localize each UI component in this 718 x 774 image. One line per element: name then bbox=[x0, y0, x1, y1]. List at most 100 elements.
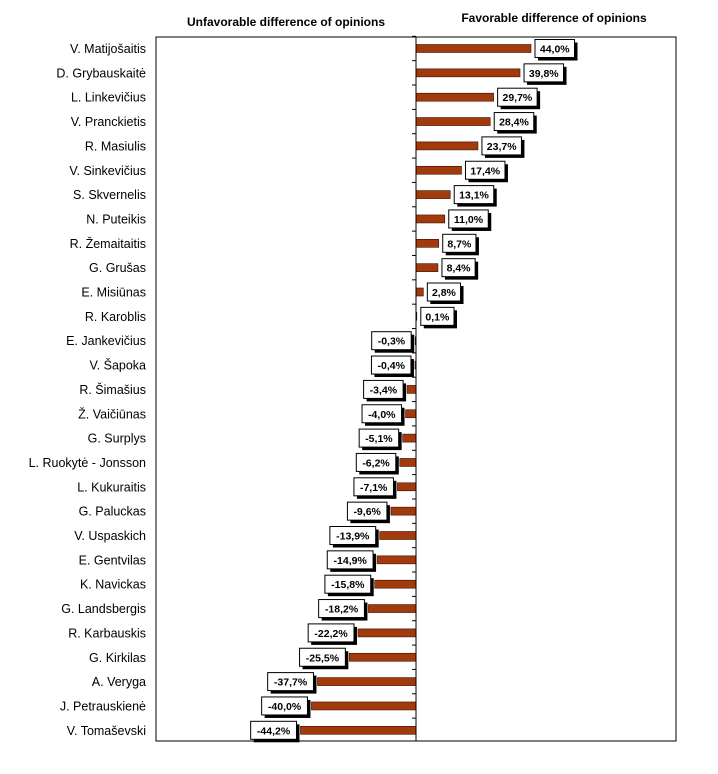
data-label: -13,9% bbox=[329, 526, 379, 548]
data-label-text: 8,4% bbox=[447, 263, 472, 275]
bar bbox=[349, 652, 417, 662]
category-label: R. Karbauskis bbox=[68, 626, 146, 640]
data-label: -40,0% bbox=[261, 696, 311, 718]
category-label: R. Žemaitaitis bbox=[70, 236, 146, 251]
data-label-text: 44,0% bbox=[540, 44, 570, 56]
data-label-box bbox=[299, 647, 346, 667]
data-label: 13,1% bbox=[453, 185, 497, 207]
data-label-box bbox=[326, 550, 374, 570]
bar bbox=[399, 458, 417, 467]
bar bbox=[374, 579, 417, 589]
data-label-box bbox=[523, 63, 565, 83]
bar bbox=[415, 68, 521, 78]
data-label-text: -5,1% bbox=[365, 433, 393, 445]
category-label: K. Navickas bbox=[80, 578, 146, 592]
data-label-box bbox=[420, 306, 455, 326]
category-label: G. Grušas bbox=[89, 261, 146, 275]
data-label-text: -22,2% bbox=[314, 628, 348, 640]
data-label: -9,6% bbox=[346, 501, 390, 524]
data-label-box bbox=[497, 87, 538, 107]
data-label-box bbox=[363, 379, 404, 399]
data-label-box bbox=[481, 136, 522, 156]
data-label-text: -18,2% bbox=[325, 604, 359, 616]
data-label-box bbox=[464, 160, 506, 180]
data-label: 8,7% bbox=[442, 233, 479, 256]
category-label: E. Gentvilas bbox=[79, 553, 146, 567]
category-label: L. Kukuraitis bbox=[77, 480, 146, 494]
data-label: 28,4% bbox=[493, 112, 537, 134]
bar bbox=[415, 44, 532, 53]
category-label: V. Uspaskich bbox=[74, 529, 146, 543]
bar bbox=[397, 482, 417, 492]
category-label: N. Puteikis bbox=[86, 212, 146, 226]
data-label-text: -14,9% bbox=[334, 555, 368, 567]
bar bbox=[379, 531, 417, 540]
data-label-text: -40,0% bbox=[268, 701, 302, 713]
data-label-text: 2,8% bbox=[432, 287, 457, 299]
bar bbox=[402, 433, 417, 443]
category-label: A. Veryga bbox=[92, 675, 146, 689]
category-labels: V. Matijošaitis D. Grybauskaitė L. Linkevi… bbox=[29, 42, 146, 738]
data-label: -5,1% bbox=[358, 428, 402, 451]
data-label-text: -37,7% bbox=[274, 677, 308, 689]
data-label-text: 39,8% bbox=[529, 68, 559, 80]
data-label-box bbox=[358, 428, 400, 448]
data-label-box bbox=[442, 233, 477, 253]
data-label-box bbox=[353, 477, 394, 497]
category-label: G. Surplys bbox=[88, 432, 146, 446]
data-label-box bbox=[441, 258, 476, 278]
category-label: J. Petrauskienė bbox=[60, 699, 146, 713]
data-label: -4,0% bbox=[361, 404, 405, 426]
data-label-text: 28,4% bbox=[499, 117, 529, 129]
data-label: 8,4% bbox=[441, 258, 479, 280]
data-label-box bbox=[355, 452, 397, 472]
bar bbox=[415, 92, 494, 102]
category-label: G. Paluckas bbox=[79, 505, 146, 519]
bar bbox=[311, 701, 417, 711]
data-label-box bbox=[453, 185, 495, 205]
bars-layer bbox=[300, 44, 532, 735]
right-header: Favorable difference of opinions bbox=[461, 11, 647, 25]
left-header: Unfavorable difference of opinions bbox=[187, 15, 385, 29]
category-label: R. Šimašius bbox=[79, 382, 146, 397]
data-label: 0,1% bbox=[420, 306, 457, 329]
category-label: L. Linkevičius bbox=[71, 91, 146, 105]
category-label: V. Matijošaitis bbox=[70, 42, 146, 56]
data-label-text: 11,0% bbox=[454, 214, 484, 226]
category-label: V. Šapoka bbox=[89, 358, 146, 373]
data-label: 17,4% bbox=[464, 160, 508, 183]
bar bbox=[415, 287, 424, 297]
data-label-box bbox=[307, 623, 355, 643]
data-label: -6,2% bbox=[355, 452, 399, 475]
data-label-box bbox=[329, 526, 377, 545]
category-label: S. Skvernelis bbox=[73, 188, 146, 202]
data-label-text: 8,7% bbox=[447, 238, 472, 250]
bar bbox=[415, 190, 451, 199]
bar bbox=[415, 165, 462, 175]
category-label: G. Landsbergis bbox=[61, 602, 146, 616]
bar bbox=[300, 725, 417, 735]
data-label-box bbox=[534, 39, 575, 58]
data-label-text: -44,2% bbox=[257, 725, 291, 737]
data-label: 23,7% bbox=[481, 136, 525, 158]
bar bbox=[368, 604, 417, 613]
data-label: -14,9% bbox=[326, 550, 377, 572]
data-label-box bbox=[250, 720, 297, 740]
data-label: -3,4% bbox=[363, 379, 407, 402]
data-label: 2,8% bbox=[426, 282, 464, 304]
data-label: -7,1% bbox=[353, 477, 397, 499]
data-label-text: -13,9% bbox=[336, 531, 370, 543]
category-label: V. Sinkevičius bbox=[69, 164, 146, 178]
data-label: -22,2% bbox=[307, 623, 357, 645]
axis-ticks bbox=[412, 35, 416, 719]
data-label: -18,2% bbox=[318, 599, 368, 621]
data-labels: 44,0% 39,8% 29,7% 28,4% 23,7% 17,4% 13,1% 11,0%… bbox=[250, 39, 578, 743]
category-label: Ž. Vaičiūnas bbox=[78, 406, 146, 421]
data-label-text: 13,1% bbox=[459, 190, 489, 202]
data-label-text: -0,4% bbox=[377, 360, 405, 372]
data-label-text: 23,7% bbox=[487, 141, 517, 153]
data-label-text: -25,5% bbox=[306, 652, 340, 664]
data-label: -44,2% bbox=[250, 720, 300, 743]
